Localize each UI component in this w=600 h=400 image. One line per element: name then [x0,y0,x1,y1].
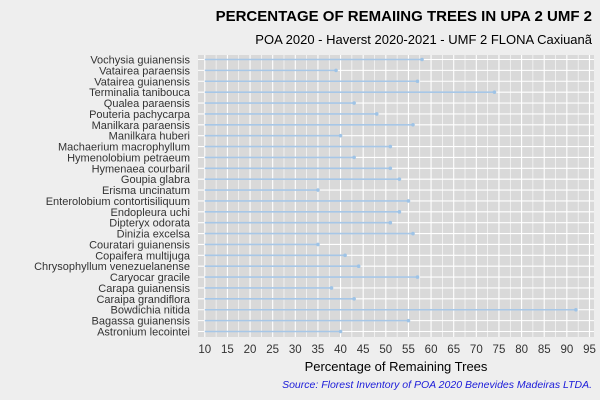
lollipop-point [316,188,320,192]
category-label: Hymenaea courbaril [92,163,190,175]
category-label: Copaifera multijuga [95,250,191,262]
x-tick-label: 90 [560,344,573,356]
category-label: Bowdichia nitida [111,305,191,317]
x-tick-label: 45 [357,344,370,356]
category-label: Vatairea paraensis [99,65,190,77]
category-label: Astronium lecointei [97,327,190,339]
lollipop-point [374,112,379,116]
x-tick-label: 75 [493,344,506,356]
category-label: Enterolobium contortisiliquum [46,196,190,208]
category-label: Caraipa grandiflora [96,294,190,306]
category-label: Caryocar gracile [110,272,190,284]
lollipop-point [397,177,402,181]
x-tick-label: 10 [198,344,211,356]
x-tick-label: 25 [266,344,279,356]
category-label: Chrysophyllum venezuelanense [34,261,190,273]
lollipop-point [415,275,420,279]
x-tick-label: 35 [312,344,325,356]
category-label: Dipteryx odorata [109,218,191,230]
category-label: Carapa guianensis [98,283,190,295]
lollipop-point [316,242,320,247]
x-tick-label: 15 [221,344,234,356]
lollipop-point [338,329,343,334]
lollipop-point [329,286,334,290]
category-label: Machaerium macrophyllum [58,142,190,154]
x-tick-label: 20 [244,344,257,356]
lollipop-point [397,210,402,214]
lollipop-point [411,122,415,127]
category-label: Qualea paraensis [104,98,191,110]
x-tick-label: 95 [583,344,596,356]
x-tick-label: 85 [538,344,551,356]
x-tick-label: 40 [334,344,347,356]
category-label: Erisma uncinatum [102,185,190,197]
category-label: Couratari guianensis [89,239,190,251]
category-label: Goupia glabra [121,174,191,186]
x-tick-label: 50 [379,344,392,356]
category-label: Hymenolobium petraeum [67,152,190,164]
category-label: Manilkara huberi [109,131,190,143]
x-tick-label: 55 [402,344,415,356]
lollipop-point [415,79,420,84]
lollipop-point [411,231,415,236]
x-tick-label: 65 [447,344,460,356]
lollipop-point [420,57,424,62]
lollipop-point [388,166,393,171]
lollipop-point [343,253,347,258]
marks-layer [204,57,578,334]
x-tick-label: 70 [470,344,483,356]
chart-subtitle: POA 2020 - Haverst 2020-2021 - UMF 2 FLO… [255,32,592,47]
x-tick-label: 60 [425,344,438,356]
lollipop-point [406,199,411,203]
lollipop-point [356,264,361,269]
x-tick-label: 80 [515,344,528,356]
x-tick-label: 30 [289,344,302,356]
lollipop-point [388,144,393,149]
category-label: Dinizia excelsa [117,229,191,241]
lollipop-point [406,318,411,323]
lollipop-point [352,297,356,301]
category-label: Terminalia tanibouca [89,87,191,99]
x-axis-title: Percentage of Remaining Trees [305,359,488,374]
category-label: Endopleura uchi [110,207,190,219]
category-label: Vatairea guianensis [94,76,190,88]
lollipop-point [492,90,497,94]
lollipop-point [334,68,338,73]
chart-caption: Source: Florest Inventory of POA 2020 Be… [282,379,592,391]
plot-panel [198,55,594,337]
lollipop-point [574,307,578,312]
lollipop-point [352,101,356,105]
lollipop-point [388,220,393,225]
lollipop-point [352,155,356,160]
x-tick-labels: 10 15 20 25 30 35 40 45 50 55 60 65 70 75 80 85 90 95 [198,344,595,356]
category-label: Manilkara paraensis [92,120,191,132]
category-label: Pouteria pachycarpa [89,109,191,121]
lollipop-point [338,133,343,138]
category-label: Vochysia guianensis [90,55,190,67]
category-label: Bagassa guianensis [92,316,191,328]
chart-title: PERCENTAGE OF REMAIING TREES IN UPA 2 UM… [216,8,592,25]
